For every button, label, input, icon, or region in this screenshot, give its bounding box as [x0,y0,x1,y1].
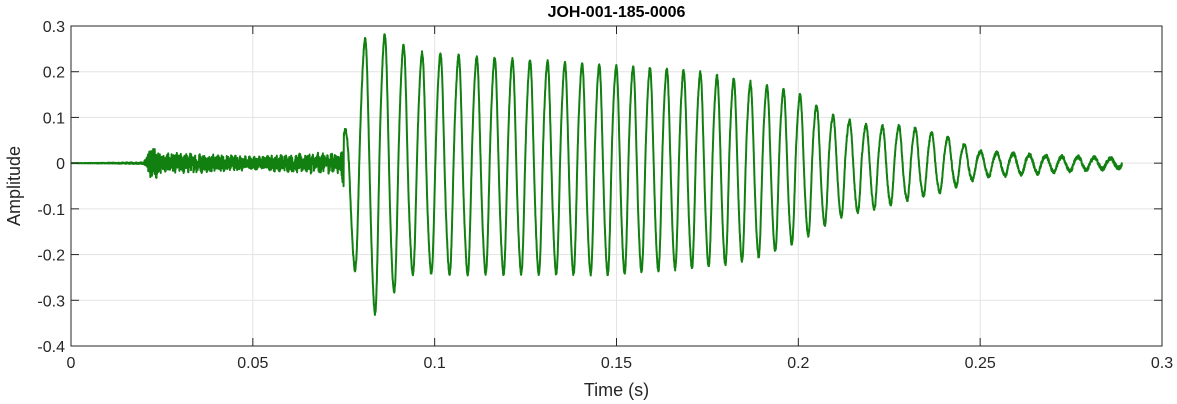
x-tick-label: 0 [67,355,76,372]
y-tick-label: -0.3 [37,293,65,310]
waveform-line [70,33,1123,316]
chart-title: JOH-001-185-0006 [548,4,686,21]
ticks: 0 0.05 0.1 0.15 0.2 0.25 0.3 -0.4 -0.3 -0.2 -0.1 0 0… [37,19,1173,372]
y-tick-label: 0.2 [43,65,65,82]
x-tick-label: 0.2 [787,355,809,372]
x-axis-label: Time (s) [584,380,649,400]
x-tick-label: 0.05 [237,355,268,372]
x-tick-label: 0.25 [965,355,996,372]
data-layer [70,33,1123,316]
y-tick-label: 0.1 [43,110,65,127]
y-tick-label: -0.4 [37,339,65,356]
x-tick-label: 0.1 [424,355,446,372]
y-tick-label: -0.1 [37,202,65,219]
y-tick-label: -0.2 [37,248,65,265]
y-tick-label: 0 [56,156,65,173]
x-tick-label: 0.15 [601,355,632,372]
y-tick-label: 0.3 [43,19,65,36]
x-tick-label: 0.3 [1151,355,1173,372]
y-axis-label: Amplitude [4,146,24,226]
